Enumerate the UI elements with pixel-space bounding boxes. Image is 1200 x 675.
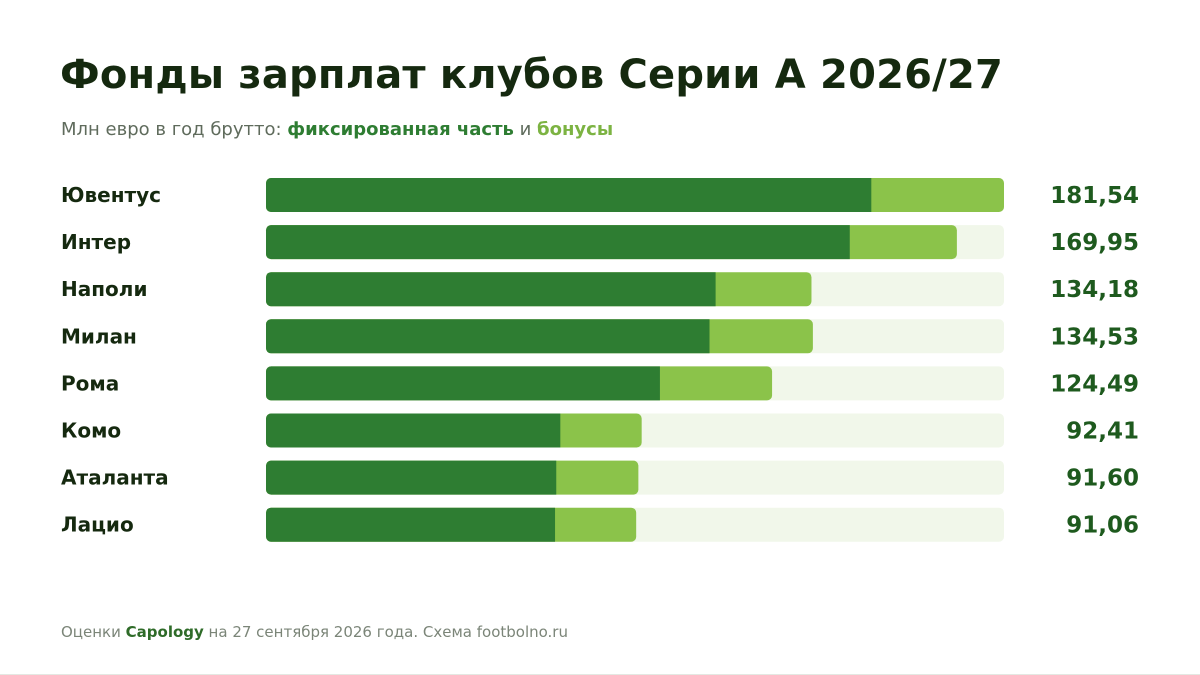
- value-label: 91,60: [1066, 466, 1139, 492]
- value-label: 134,18: [1050, 277, 1139, 303]
- bar-fixed: [266, 178, 872, 212]
- footer-prefix: Оценки: [61, 623, 126, 641]
- footer-source: Capology: [125, 623, 204, 641]
- bar-fixed: [266, 507, 556, 542]
- bar-fixed: [266, 413, 561, 448]
- bar-fixed: [266, 225, 850, 260]
- category-label: Интер: [61, 230, 131, 254]
- category-label: Комо: [61, 419, 121, 443]
- bar-fixed: [266, 460, 557, 495]
- bar-fixed: [266, 272, 716, 307]
- value-label: 92,41: [1066, 419, 1139, 445]
- bar-fixed: [266, 366, 660, 401]
- category-label: Рома: [61, 371, 119, 395]
- value-label: 134,53: [1050, 324, 1139, 350]
- legend-fixed: фиксированная часть: [287, 119, 514, 140]
- category-label: Наполи: [61, 277, 147, 301]
- value-label: 91,06: [1066, 513, 1139, 539]
- subtitle-prefix: Млн евро в год брутто:: [61, 119, 288, 140]
- category-label: Ювентус: [61, 183, 161, 207]
- footer-suffix: на 27 сентября 2026 года. Схема footboln…: [203, 623, 568, 641]
- chart-title: Фонды зарплат клубов Серии А 2026/27: [60, 52, 1004, 98]
- value-label: 181,54: [1050, 183, 1139, 209]
- bar-fixed: [266, 319, 710, 354]
- chart-footer: Оценки Capology на 27 сентября 2026 года…: [61, 623, 568, 641]
- value-label: 169,95: [1050, 230, 1139, 256]
- category-label: Аталанта: [61, 466, 169, 490]
- legend-bonus: бонусы: [537, 119, 614, 140]
- category-label: Милан: [61, 324, 137, 348]
- value-label: 124,49: [1050, 371, 1139, 397]
- category-label: Лацио: [61, 513, 134, 537]
- subtitle-and: и: [513, 119, 538, 140]
- chart-subtitle: Млн евро в год брутто: фиксированная час…: [61, 119, 613, 140]
